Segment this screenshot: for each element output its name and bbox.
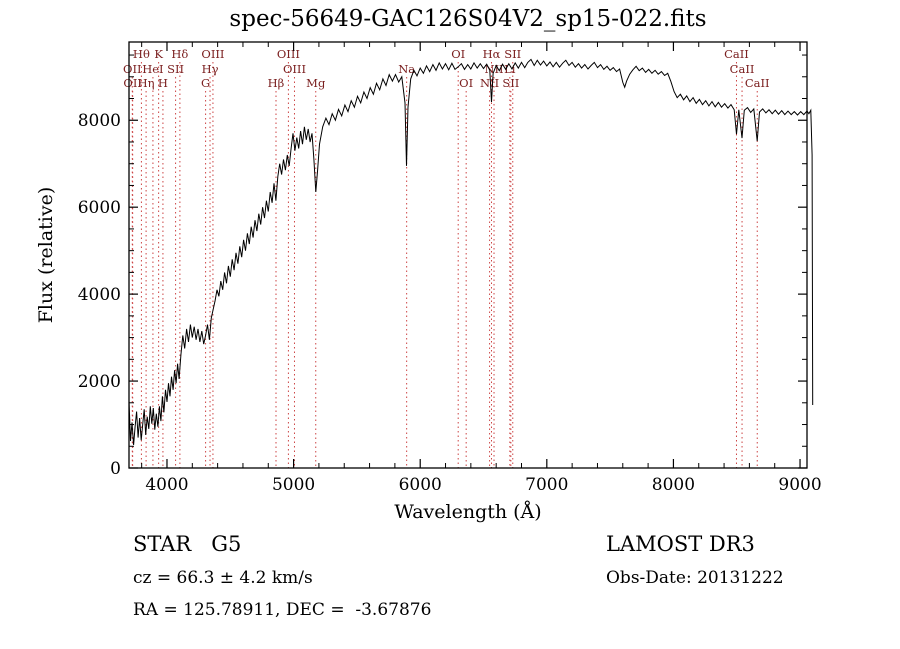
spectral-line-label: Hη bbox=[138, 76, 155, 90]
spectral-line-label: SII bbox=[167, 62, 184, 76]
object-type-text: STAR G5 bbox=[133, 532, 242, 556]
spectral-line-label: CaII bbox=[745, 76, 770, 90]
y-axis-label: Flux (relative) bbox=[35, 186, 57, 324]
y-tick-label: 4000 bbox=[78, 285, 121, 305]
spectral-line-label: CaII bbox=[724, 47, 749, 61]
plot-title: spec-56649-GAC126S04V2_sp15-022.fits bbox=[229, 6, 707, 32]
spectral-line-label: Na bbox=[398, 62, 415, 76]
y-tick-label: 2000 bbox=[78, 372, 121, 392]
spectral-line-label: NII bbox=[480, 76, 499, 90]
spectral-line-label: G bbox=[201, 76, 210, 90]
y-tick-label: 6000 bbox=[78, 198, 121, 218]
spectral-line-label: OI bbox=[459, 76, 473, 90]
spectrum-curve bbox=[128, 58, 814, 446]
x-tick-label: 6000 bbox=[399, 475, 442, 495]
spectral-line-label: OII bbox=[123, 76, 142, 90]
spectral-line-label: OIII bbox=[283, 62, 306, 76]
spectral-line-label: Li bbox=[504, 62, 516, 76]
spectral-line-label: Hα bbox=[483, 47, 501, 61]
survey-text: LAMOST DR3 bbox=[606, 532, 755, 556]
radial-velocity-text: cz = 66.3 ± 4.2 km/s bbox=[133, 568, 313, 588]
y-tick-label: 8000 bbox=[78, 111, 121, 131]
spectral-line-label: SII bbox=[504, 47, 521, 61]
spectral-line-label: H bbox=[158, 76, 168, 90]
spectral-line-label: Hβ bbox=[268, 76, 285, 90]
spectral-line-label: Hθ bbox=[133, 47, 150, 61]
obs-date-text: Obs-Date: 20131222 bbox=[606, 568, 784, 588]
x-axis-label: Wavelength (Å) bbox=[394, 501, 542, 523]
coordinates-text: RA = 125.78911, DEC = -3.67876 bbox=[133, 600, 432, 620]
spectral-line-label: OIII bbox=[201, 47, 224, 61]
spectral-line-label: SII bbox=[502, 76, 519, 90]
y-tick-label: 0 bbox=[110, 459, 121, 479]
spectral-line-label: Hγ bbox=[202, 62, 219, 76]
axes-frame bbox=[128, 41, 808, 469]
spectral-line-label: K bbox=[154, 47, 163, 61]
x-tick-label: 7000 bbox=[525, 475, 568, 495]
x-tick-label: 9000 bbox=[778, 475, 821, 495]
x-tick-label: 8000 bbox=[652, 475, 695, 495]
spectral-line-label: OIII bbox=[277, 47, 300, 61]
spectral-line-label: OII bbox=[123, 62, 142, 76]
x-tick-label: 4000 bbox=[145, 475, 188, 495]
spectral-line-label: NII bbox=[484, 62, 503, 76]
x-tick-label: 5000 bbox=[272, 475, 315, 495]
spectral-line-label: OI bbox=[451, 47, 465, 61]
spectral-line-label: Mg bbox=[306, 76, 326, 90]
spectral-line-label: Hδ bbox=[171, 47, 188, 61]
spectral-line-label: CaII bbox=[730, 62, 755, 76]
spectral-line-label: HeI bbox=[142, 62, 163, 76]
